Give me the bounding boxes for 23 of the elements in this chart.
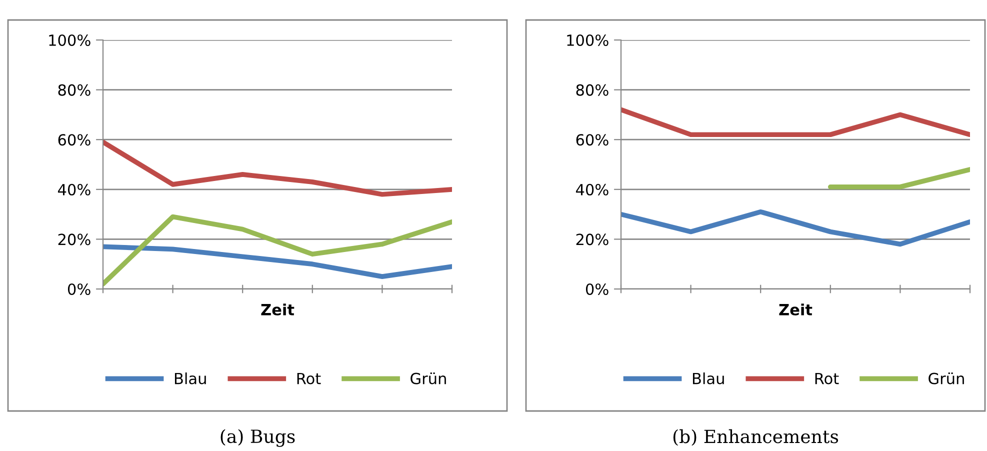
text: (a) Bugs [220,429,295,447]
y-tick-label: 20% [58,234,90,246]
y-tick-label: 20% [576,234,608,246]
y-tick-label: 60% [58,134,90,146]
y-tick-label: 100% [567,34,608,46]
legend-label: Rot [815,372,839,384]
y-tick-label: 80% [58,84,90,96]
legend-label: Grün [928,372,964,384]
x-axis-title: Zeit [779,304,812,316]
y-tick-label: 100% [49,34,90,46]
text: (b) Enhancements [673,429,838,446]
y-tick-label: 40% [58,184,90,196]
line-series [103,244,452,279]
y-tick-label: 80% [576,84,608,96]
legend-label: Rot [297,372,321,384]
y-tick-label: 40% [576,184,608,196]
legend-label: Grün [410,372,446,384]
legend-label: Blau [174,372,206,384]
x-axis-title: Zeit [261,304,294,316]
y-tick-label: 0% [586,283,608,296]
legend-label: Blau [692,372,724,384]
y-tick-label: 0% [68,283,90,296]
y-tick-label: 60% [576,134,608,146]
